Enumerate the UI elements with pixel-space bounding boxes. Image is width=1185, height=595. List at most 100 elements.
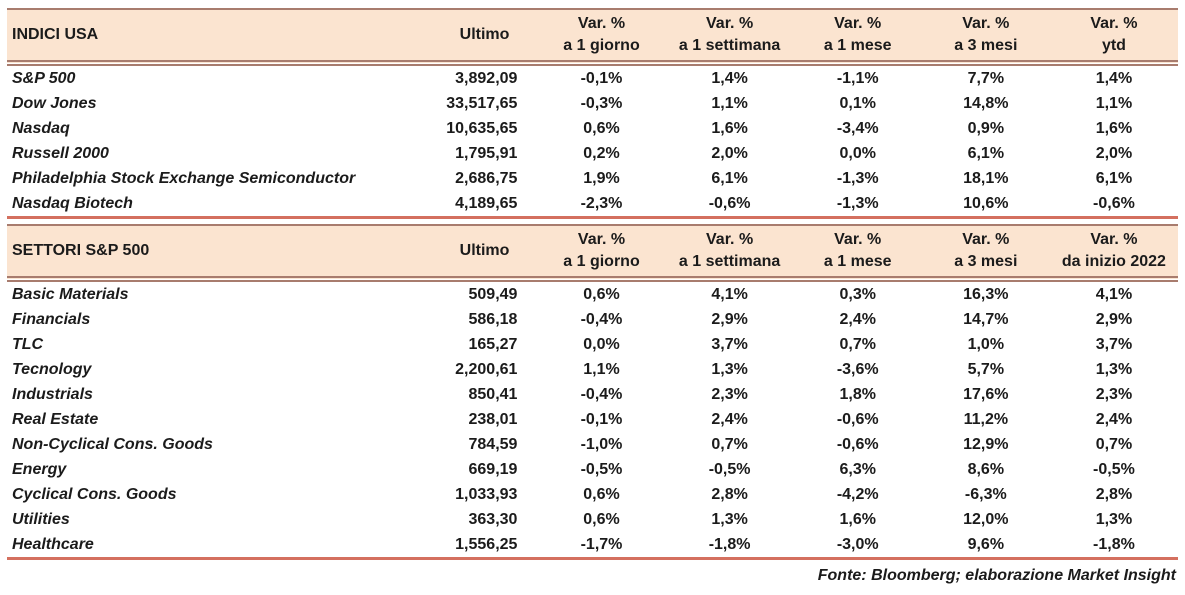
row-var-1: 3,7% bbox=[711, 336, 748, 353]
row-var-2: 2,4% bbox=[839, 311, 876, 328]
row-var-4: 0,7% bbox=[1095, 436, 1133, 453]
row-var-3: 11,2% bbox=[963, 411, 1009, 428]
row-ultimo: 3,892,09 bbox=[455, 70, 518, 87]
row-var-3: 16,3% bbox=[963, 286, 1009, 303]
row-var-4: 6,1% bbox=[1095, 170, 1133, 187]
row-var-0: -0,5% bbox=[580, 461, 623, 478]
row-ultimo: 784,59 bbox=[468, 436, 518, 453]
table-row: Philadelphia Stock Exchange Semiconducto… bbox=[7, 166, 1178, 191]
column-header-line1: Var. % bbox=[962, 15, 1010, 32]
row-var-2: -3,6% bbox=[836, 361, 879, 378]
row-name: Nasdaq Biotech bbox=[12, 195, 133, 212]
table-row: Industrials 850,41 -0,4% 2,3% 1,8% 17,6% 2,3% bbox=[7, 382, 1178, 407]
row-ultimo: 165,27 bbox=[468, 336, 518, 353]
row-name: Utilities bbox=[12, 511, 70, 528]
row-var-0: -2,3% bbox=[580, 195, 623, 212]
row-var-2: -1,1% bbox=[836, 70, 879, 87]
row-var-4: 2,8% bbox=[1095, 486, 1133, 503]
row-var-4: 2,4% bbox=[1095, 411, 1133, 428]
table-row: Basic Materials 509,49 0,6% 4,1% 0,3% 16,3% 4,… bbox=[7, 279, 1178, 307]
column-header-var-1-mese: Var. % a 1 mese bbox=[793, 224, 922, 282]
row-var-3: 1,0% bbox=[967, 336, 1005, 353]
row-name: Russell 2000 bbox=[12, 145, 109, 162]
row-var-1: -0,6% bbox=[708, 195, 751, 212]
row-var-4: 1,3% bbox=[1095, 511, 1133, 528]
row-var-4: 1,6% bbox=[1095, 120, 1133, 137]
row-var-1: 2,9% bbox=[711, 311, 748, 328]
table-row: Utilities 363,30 0,6% 1,3% 1,6% 12,0% 1,3% bbox=[7, 507, 1178, 532]
row-var-0: 1,1% bbox=[583, 361, 620, 378]
row-var-0: 0,6% bbox=[583, 486, 620, 503]
table-row: S&P 500 3,892,09 -0,1% 1,4% -1,1% 7,7% 1,4% bbox=[7, 63, 1178, 91]
column-header-line1: Var. % bbox=[706, 15, 754, 32]
row-var-3: 8,6% bbox=[967, 461, 1005, 478]
row-var-3: 14,8% bbox=[963, 95, 1009, 112]
row-var-2: -3,0% bbox=[836, 536, 879, 553]
column-header-line2: a 1 settimana bbox=[678, 253, 781, 270]
row-var-2: -3,4% bbox=[836, 120, 879, 137]
table-row: TLC 165,27 0,0% 3,7% 0,7% 1,0% 3,7% bbox=[7, 332, 1178, 357]
row-ultimo: 1,795,91 bbox=[455, 145, 518, 162]
row-name: S&P 500 bbox=[12, 70, 76, 87]
row-var-2: 1,8% bbox=[839, 386, 876, 403]
row-var-0: 0,6% bbox=[583, 511, 620, 528]
row-var-4: 1,4% bbox=[1095, 70, 1133, 87]
row-ultimo: 238,01 bbox=[468, 411, 518, 428]
row-var-3: 7,7% bbox=[967, 70, 1005, 87]
column-header-line1: Var. % bbox=[577, 15, 626, 32]
row-var-3: 12,0% bbox=[963, 511, 1009, 528]
row-ultimo: 1,556,25 bbox=[455, 536, 518, 553]
row-var-0: -1,0% bbox=[580, 436, 623, 453]
column-header-var-1-settimana: Var. % a 1 settimana bbox=[665, 8, 794, 66]
row-ultimo: 363,30 bbox=[468, 511, 518, 528]
row-name: TLC bbox=[12, 336, 44, 353]
column-header-line2: a 3 mesi bbox=[954, 253, 1018, 270]
column-header-line1: Var. % bbox=[1090, 15, 1138, 32]
row-ultimo: 2,686,75 bbox=[455, 170, 518, 187]
column-header-line1: Var. % bbox=[962, 231, 1010, 248]
row-ultimo: 1,033,93 bbox=[455, 486, 518, 503]
row-name: Philadelphia Stock Exchange Semiconducto… bbox=[12, 170, 356, 187]
row-var-0: 0,2% bbox=[583, 145, 620, 162]
column-header-var-da-inizio-2022: Var. % da inizio 2022 bbox=[1049, 224, 1178, 282]
row-ultimo: 509,49 bbox=[468, 286, 518, 303]
table-header-row: SETTORI S&P 500 Ultimo Var. % a 1 giorno… bbox=[7, 224, 1178, 282]
row-var-3: 5,7% bbox=[967, 361, 1005, 378]
row-var-2: 1,6% bbox=[839, 511, 876, 528]
settori-sp500-table: SETTORI S&P 500 Ultimo Var. % a 1 giorno… bbox=[7, 224, 1178, 560]
table-row: Healthcare 1,556,25 -1,7% -1,8% -3,0% 9,6% -1,… bbox=[7, 532, 1178, 559]
row-var-0: 0,6% bbox=[583, 286, 620, 303]
column-header-line2: a 1 mese bbox=[823, 253, 892, 270]
row-var-4: 2,0% bbox=[1095, 145, 1133, 162]
column-header-line2: a 1 settimana bbox=[678, 37, 781, 54]
row-var-1: 2,0% bbox=[711, 145, 748, 162]
row-var-4: 2,3% bbox=[1095, 386, 1133, 403]
row-var-3: 10,6% bbox=[963, 195, 1009, 212]
row-var-4: 1,1% bbox=[1095, 95, 1133, 112]
table-title: SETTORI S&P 500 bbox=[7, 224, 438, 282]
row-var-0: -0,4% bbox=[580, 311, 623, 328]
row-var-0: -1,7% bbox=[580, 536, 623, 553]
column-header-line2: a 3 mesi bbox=[954, 37, 1018, 54]
row-var-2: -1,3% bbox=[836, 195, 879, 212]
table-row: Tecnology 2,200,61 1,1% 1,3% -3,6% 5,7% 1,3% bbox=[7, 357, 1178, 382]
row-var-0: 1,9% bbox=[583, 170, 620, 187]
column-header-line2: ytd bbox=[1101, 37, 1126, 54]
row-name: Nasdaq bbox=[12, 120, 70, 137]
table-row: Financials 586,18 -0,4% 2,9% 2,4% 14,7% 2,9% bbox=[7, 307, 1178, 332]
row-name: Energy bbox=[12, 461, 67, 478]
column-header-var-ytd: Var. % ytd bbox=[1049, 8, 1178, 66]
column-header-ultimo: Ultimo bbox=[437, 8, 538, 66]
row-var-1: 0,7% bbox=[711, 436, 748, 453]
table-row: Cyclical Cons. Goods 1,033,93 0,6% 2,8% -4,2… bbox=[7, 482, 1178, 507]
row-var-2: 0,7% bbox=[839, 336, 876, 353]
row-var-1: 2,3% bbox=[711, 386, 748, 403]
row-var-2: -0,6% bbox=[836, 411, 879, 428]
source-note: Fonte: Bloomberg; elaborazione Market In… bbox=[817, 567, 1176, 584]
row-ultimo: 10,635,65 bbox=[446, 120, 518, 137]
row-var-2: -4,2% bbox=[836, 486, 879, 503]
column-header-var-1-giorno: Var. % a 1 giorno bbox=[537, 8, 666, 66]
row-ultimo: 2,200,61 bbox=[455, 361, 518, 378]
column-header-var-1-mese: Var. % a 1 mese bbox=[793, 8, 922, 66]
